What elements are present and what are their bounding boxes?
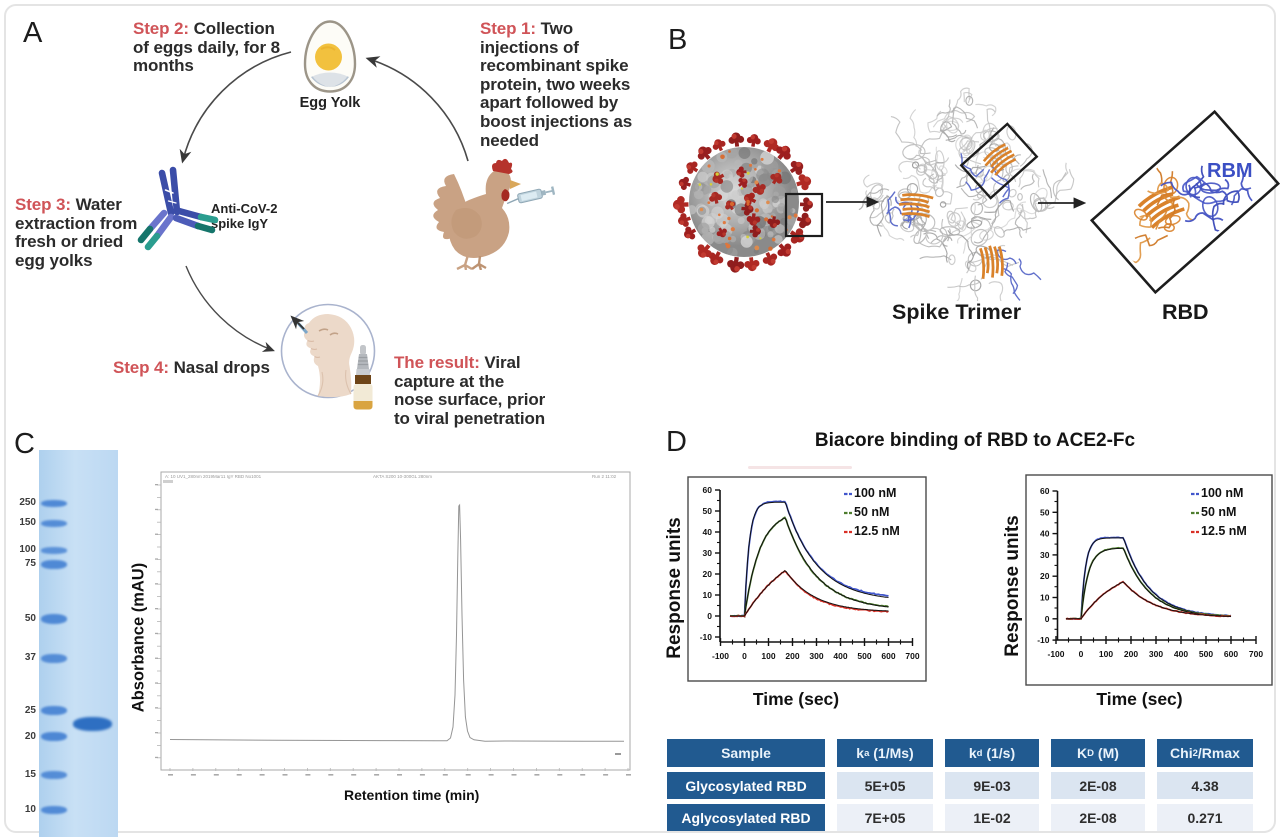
svg-text:400: 400 [1174,649,1188,659]
svg-text:Run 2 11:02: Run 2 11:02 [592,474,617,479]
svg-text:50 nM: 50 nM [854,505,889,519]
svg-text:500: 500 [857,651,871,661]
svg-text:60: 60 [703,485,713,495]
svg-text:200: 200 [1124,649,1138,659]
svg-text:-10: -10 [1037,635,1050,645]
svg-text:50: 50 [703,506,713,516]
svg-text:600: 600 [881,651,895,661]
svg-text:20: 20 [703,569,713,579]
svg-text:100: 100 [761,651,775,661]
svg-text:100 nM: 100 nM [1201,486,1243,500]
svg-text:200: 200 [785,651,799,661]
svg-text:0: 0 [1045,614,1050,624]
svg-text:0: 0 [1079,649,1084,659]
svg-text:30: 30 [1040,550,1050,560]
svg-text:-10: -10 [700,632,713,642]
svg-text:60: 60 [1040,486,1050,496]
svg-text:12.5 nM: 12.5 nM [854,524,900,538]
svg-text:12.5 nM: 12.5 nM [1201,524,1247,538]
svg-text:700: 700 [905,651,919,661]
svg-text:400: 400 [833,651,847,661]
svg-text:30: 30 [703,548,713,558]
svg-text:Time (sec): Time (sec) [1096,689,1182,709]
svg-text:-100: -100 [1047,649,1064,659]
svg-text:100: 100 [1099,649,1113,659]
svg-text:40: 40 [703,527,713,537]
svg-text:AKTA S200 10-300GL 280nm: AKTA S200 10-300GL 280nm [373,474,432,479]
svg-text:50: 50 [1040,507,1050,517]
svg-text:600: 600 [1224,649,1238,659]
svg-text:300: 300 [1149,649,1163,659]
svg-text:0: 0 [742,651,747,661]
svg-text:10: 10 [1040,593,1050,603]
svg-text:Time (sec): Time (sec) [753,689,839,709]
svg-text:10: 10 [703,590,713,600]
svg-text:-100: -100 [712,651,729,661]
svg-text:100 nM: 100 nM [854,486,896,500]
svg-text:50 nM: 50 nM [1201,505,1236,519]
svg-text:A: 10 UV1_280nm 2019Mar11 IgY: A: 10 UV1_280nm 2019Mar11 IgY RBD No1001 [165,474,262,479]
svg-text:700: 700 [1249,649,1263,659]
svg-text:500: 500 [1199,649,1213,659]
svg-text:300: 300 [809,651,823,661]
svg-text:40: 40 [1040,529,1050,539]
svg-text:20: 20 [1040,571,1050,581]
svg-text:0: 0 [707,611,712,621]
